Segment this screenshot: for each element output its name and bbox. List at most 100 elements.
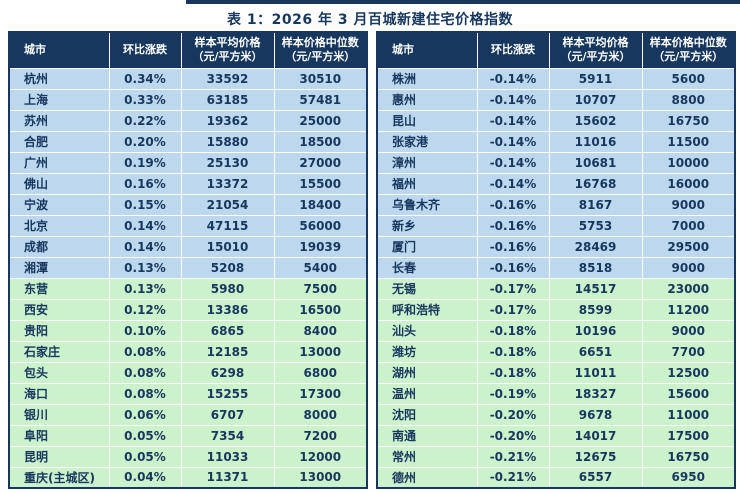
city-cell: 阜阳 <box>8 424 110 447</box>
left-table-body: 杭州 0.34% 33592 30510 上海 0.33% 63185 57481 苏州 0.22… <box>8 67 368 489</box>
table-row: 新乡 -0.16% 5753 7000 <box>376 214 736 237</box>
avg-price-cell: 6298 <box>180 361 275 384</box>
left-table-header: 城市 环比涨跌 样本平均价格 （元/平方米） 样本价格中位数 （元/平方米） <box>8 31 368 69</box>
change-cell: -0.14% <box>476 67 550 90</box>
avg-price-cell: 8599 <box>548 298 643 321</box>
table-row: 阜阳 0.05% 7354 7200 <box>8 424 368 447</box>
table-row: 东营 0.13% 5980 7500 <box>8 277 368 300</box>
change-cell: -0.14% <box>476 109 550 132</box>
median-price-cell: 11500 <box>641 130 736 153</box>
median-price-cell: 7000 <box>641 214 736 237</box>
avg-price-cell: 15602 <box>548 109 643 132</box>
table-row: 漳州 -0.14% 10681 10000 <box>376 151 736 174</box>
change-cell: -0.14% <box>476 172 550 195</box>
change-cell: -0.16% <box>476 235 550 258</box>
col-header-avg-price: 样本平均价格 （元/平方米） <box>180 31 275 69</box>
change-cell: 0.08% <box>108 382 182 405</box>
table-row: 昆明 0.05% 11033 12000 <box>8 445 368 468</box>
change-cell: -0.21% <box>476 445 550 468</box>
table-row: 惠州 -0.14% 10707 8800 <box>376 88 736 111</box>
median-price-cell: 16750 <box>641 445 736 468</box>
median-price-cell: 27000 <box>273 151 368 174</box>
city-cell: 上海 <box>8 88 110 111</box>
city-cell: 广州 <box>8 151 110 174</box>
avg-price-cell: 15255 <box>180 382 275 405</box>
col-header-city: 城市 <box>376 31 478 69</box>
median-price-cell: 25000 <box>273 109 368 132</box>
avg-price-cell: 15880 <box>180 130 275 153</box>
median-price-cell: 57481 <box>273 88 368 111</box>
table-row: 成都 0.14% 15010 19039 <box>8 235 368 258</box>
table-row: 北京 0.14% 47115 56000 <box>8 214 368 237</box>
table-row: 贵阳 0.10% 6865 8400 <box>8 319 368 342</box>
top-divider <box>186 0 740 4</box>
change-cell: 0.15% <box>108 193 182 216</box>
city-cell: 湖州 <box>376 361 478 384</box>
city-cell: 湘潭 <box>8 256 110 279</box>
table-row: 厦门 -0.16% 28469 29500 <box>376 235 736 258</box>
table-row: 湖州 -0.18% 11011 12500 <box>376 361 736 384</box>
avg-price-cell: 5753 <box>548 214 643 237</box>
avg-price-cell: 6865 <box>180 319 275 342</box>
col-header-change: 环比涨跌 <box>476 31 550 69</box>
city-cell: 北京 <box>8 214 110 237</box>
city-cell: 沈阳 <box>376 403 478 426</box>
table-row: 海口 0.08% 15255 17300 <box>8 382 368 405</box>
median-price-cell: 9000 <box>641 256 736 279</box>
avg-price-cell: 11371 <box>180 466 275 489</box>
table-row: 南通 -0.20% 14017 17500 <box>376 424 736 447</box>
change-cell: -0.16% <box>476 256 550 279</box>
avg-price-cell: 10707 <box>548 88 643 111</box>
table-row: 包头 0.08% 6298 6800 <box>8 361 368 384</box>
table-row: 呼和浩特 -0.17% 8599 11200 <box>376 298 736 321</box>
header-row: 城市 环比涨跌 样本平均价格 （元/平方米） 样本价格中位数 （元/平方米） <box>8 31 368 69</box>
avg-price-cell: 13372 <box>180 172 275 195</box>
median-price-cell: 56000 <box>273 214 368 237</box>
avg-price-cell: 8167 <box>548 193 643 216</box>
change-cell: 0.05% <box>108 424 182 447</box>
avg-price-cell: 7354 <box>180 424 275 447</box>
city-cell: 无锡 <box>376 277 478 300</box>
change-cell: 0.14% <box>108 214 182 237</box>
table-row: 德州 -0.21% 6557 6950 <box>376 466 736 489</box>
change-cell: 0.16% <box>108 172 182 195</box>
median-price-cell: 10000 <box>641 151 736 174</box>
change-cell: 0.19% <box>108 151 182 174</box>
change-cell: 0.10% <box>108 319 182 342</box>
avg-price-cell: 33592 <box>180 67 275 90</box>
median-price-cell: 18500 <box>273 130 368 153</box>
col-header-avg-price: 样本平均价格 （元/平方米） <box>548 31 643 69</box>
avg-price-cell: 25130 <box>180 151 275 174</box>
median-price-cell: 17500 <box>641 424 736 447</box>
table-row: 银川 0.06% 6707 8000 <box>8 403 368 426</box>
city-cell: 常州 <box>376 445 478 468</box>
avg-price-cell: 28469 <box>548 235 643 258</box>
city-cell: 佛山 <box>8 172 110 195</box>
change-cell: -0.14% <box>476 88 550 111</box>
col-header-city: 城市 <box>8 31 110 69</box>
change-cell: -0.14% <box>476 151 550 174</box>
change-cell: -0.19% <box>476 382 550 405</box>
avg-price-cell: 14517 <box>548 277 643 300</box>
table-row: 苏州 0.22% 19362 25000 <box>8 109 368 132</box>
city-cell: 包头 <box>8 361 110 384</box>
city-cell: 合肥 <box>8 130 110 153</box>
avg-price-cell: 11011 <box>548 361 643 384</box>
table-row: 无锡 -0.17% 14517 23000 <box>376 277 736 300</box>
table-row: 沈阳 -0.20% 9678 11000 <box>376 403 736 426</box>
avg-price-cell: 11033 <box>180 445 275 468</box>
median-price-cell: 19039 <box>273 235 368 258</box>
change-cell: 0.04% <box>108 466 182 489</box>
avg-price-cell: 47115 <box>180 214 275 237</box>
median-price-cell: 12500 <box>641 361 736 384</box>
col-header-median-price: 样本价格中位数 （元/平方米） <box>641 31 736 69</box>
change-cell: 0.22% <box>108 109 182 132</box>
change-cell: -0.18% <box>476 340 550 363</box>
median-price-cell: 11200 <box>641 298 736 321</box>
change-cell: -0.21% <box>476 466 550 489</box>
avg-price-cell: 10196 <box>548 319 643 342</box>
avg-price-cell: 6557 <box>548 466 643 489</box>
city-cell: 呼和浩特 <box>376 298 478 321</box>
table-row: 石家庄 0.08% 12185 13000 <box>8 340 368 363</box>
change-cell: 0.08% <box>108 361 182 384</box>
